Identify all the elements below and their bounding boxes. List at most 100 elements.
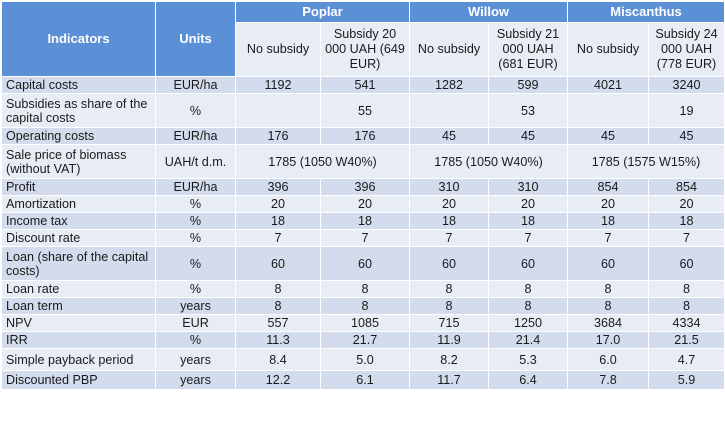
unit-cell: % [155,93,236,128]
value-cell: 18 [487,212,569,230]
unit-cell: % [155,195,236,213]
table-row: Capital costs EUR/ha 1192 541 1282 599 4021 324… [1,76,725,94]
unit-cell: % [155,331,236,349]
indicator-cell: Simple payback period [1,348,156,371]
value-cell: 18 [409,212,489,230]
value-cell: 8 [567,297,650,315]
indicator-cell: Discounted PBP [1,370,156,390]
table-row: NPV EUR 557 1085 715 1250 3684 4334 [1,314,725,332]
value-cell: 20 [409,195,489,213]
value-cell: 7 [235,229,321,247]
scenario-header: No subsidy [409,22,489,77]
value-cell: 53 [487,93,569,128]
value-cell: 5.3 [487,348,569,371]
scenario-header: Subsidy 24 000 UAH (778 EUR) [648,22,725,77]
table-row: Loan (share of the capital costs)% 60 60 60… [1,246,725,281]
value-cell: 8 [409,280,489,298]
value-cell: 20 [648,195,725,213]
merged-value-cell: 1785 (1575 W15%) [567,144,725,179]
value-cell: 599 [487,76,569,94]
value-cell: 8 [235,297,321,315]
value-cell: 11.3 [235,331,321,349]
unit-cell: % [155,212,236,230]
value-cell: 8 [648,297,725,315]
value-cell: 18 [235,212,321,230]
value-cell: 8 [487,297,569,315]
value-cell: 45 [567,127,650,145]
table-row: Discounted PBP years 12.2 6.1 11.7 6.4 7.8 5.9 [1,370,725,390]
indicators-column-header: Indicators [1,1,156,77]
scenario-header: Subsidy 20 000 UAH (649 EUR) [320,22,410,77]
table-row: Discount rate% 7 7 7 7 7 7 [1,229,725,247]
value-cell: 3684 [567,314,650,332]
unit-cell: EUR [155,314,236,332]
table-row: Profit EUR/ha 396 396 310 310 854 854 [1,178,725,196]
scenario-header: No subsidy [235,22,321,77]
value-cell: 1250 [487,314,569,332]
unit-cell: EUR/ha [155,178,236,196]
table-row: Loan term years 8 8 8 8 8 8 [1,297,725,315]
unit-cell: % [155,229,236,247]
indicator-cell: Income tax [1,212,156,230]
value-cell: 7 [567,229,650,247]
scenario-header: No subsidy [567,22,650,77]
value-cell: 8.4 [235,348,321,371]
value-cell: 60 [487,246,569,281]
value-cell: 60 [567,246,650,281]
value-cell: 7.8 [567,370,650,390]
crop-header-willow: Willow [408,1,569,23]
value-cell: 20 [320,195,410,213]
table-row: Operating costs EUR/ha 176 176 45 45 45 45 [1,127,725,145]
value-cell: 21.7 [320,331,410,349]
value-cell: 1085 [320,314,410,332]
indicator-cell: Amortization [1,195,156,213]
value-cell: 1192 [235,76,321,94]
value-cell [235,93,321,128]
value-cell: 5.9 [648,370,725,390]
value-cell: 4021 [567,76,650,94]
indicator-cell: NPV [1,314,156,332]
value-cell: 396 [235,178,321,196]
indicator-cell: IRR [1,331,156,349]
table-row: Subsidies as share of the capital costs%… [1,93,725,128]
unit-cell: years [155,370,236,390]
table-header: Indicators Units Poplar Willow Miscanthu… [1,1,725,77]
value-cell: 176 [320,127,410,145]
value-cell: 20 [487,195,569,213]
unit-cell: % [155,246,236,281]
value-cell: 7 [648,229,725,247]
value-cell: 45 [409,127,489,145]
value-cell: 17.0 [567,331,650,349]
merged-value-cell: 1785 (1050 W40%) [235,144,410,179]
value-cell: 8 [320,297,410,315]
value-cell: 12.2 [235,370,321,390]
value-cell: 4.7 [648,348,725,371]
indicator-cell: Loan rate [1,280,156,298]
unit-cell: % [155,280,236,298]
indicator-cell: Capital costs [1,76,156,94]
indicator-cell: Sale price of biomass (without VAT) [1,144,156,179]
value-cell: 854 [567,178,650,196]
unit-cell: years [155,297,236,315]
value-cell: 11.7 [409,370,489,390]
value-cell: 6.0 [567,348,650,371]
indicators-table: Indicators Units Poplar Willow Miscanthu… [1,1,725,390]
value-cell: 18 [320,212,410,230]
value-cell: 21.4 [487,331,569,349]
value-cell: 60 [648,246,725,281]
table-row: Amortization% 20 20 20 20 20 20 [1,195,725,213]
value-cell [409,93,489,128]
unit-cell: UAH/t d.m. [155,144,236,179]
value-cell: 20 [235,195,321,213]
value-cell: 20 [567,195,650,213]
value-cell: 541 [320,76,410,94]
value-cell: 55 [320,93,410,128]
value-cell: 45 [487,127,569,145]
value-cell: 8.2 [409,348,489,371]
unit-cell: EUR/ha [155,76,236,94]
value-cell: 8 [567,280,650,298]
unit-cell: years [155,348,236,371]
indicator-cell: Discount rate [1,229,156,247]
value-cell: 4334 [648,314,725,332]
scenario-header: Subsidy 21 000 UAH (681 EUR) [487,22,569,77]
